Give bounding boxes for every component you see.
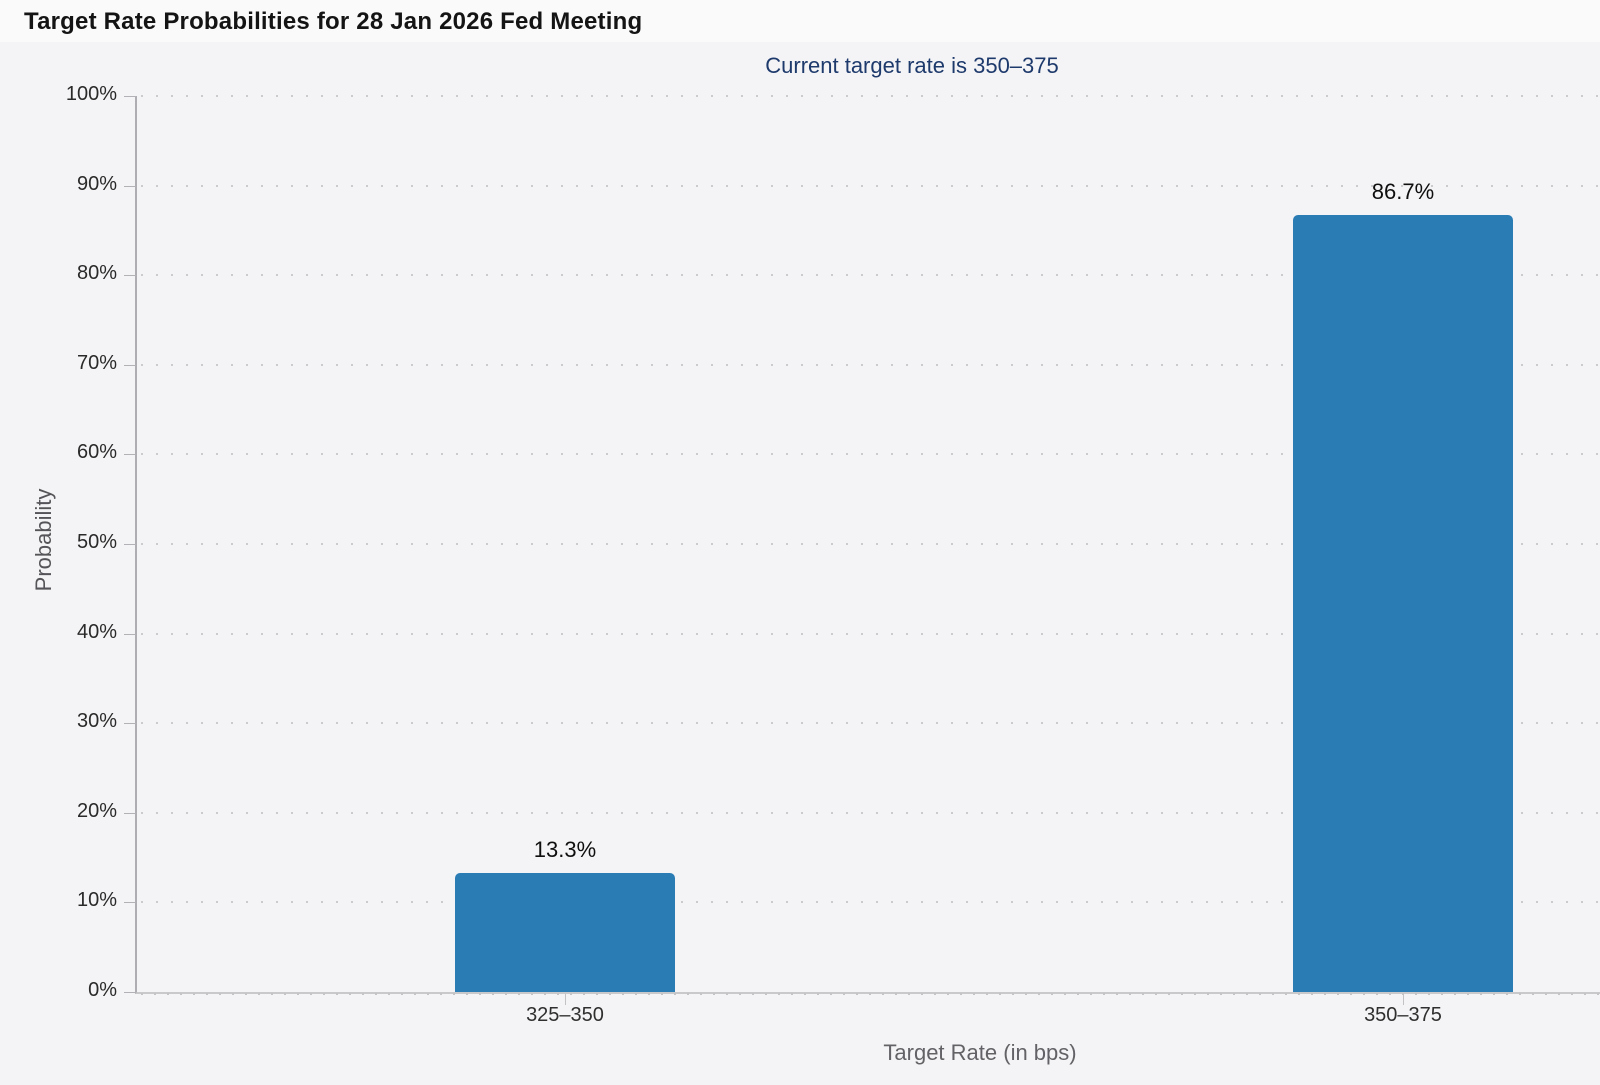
y-tick-label-20%: 20% — [76, 799, 117, 822]
y-tick-60% — [124, 454, 136, 456]
y-tick-30% — [124, 723, 136, 725]
gridline-60% — [141, 453, 1600, 456]
gridline-40% — [141, 632, 1600, 635]
x-category-label-325–350: 325–350 — [526, 1004, 604, 1026]
y-tick-label-80%: 80% — [76, 262, 117, 285]
title-strip — [0, 0, 1600, 42]
gridline-10% — [141, 901, 1600, 904]
y-tick-40% — [124, 633, 136, 635]
y-tick-label-50%: 50% — [76, 531, 117, 553]
gridline-30% — [141, 722, 1600, 725]
gridline-80% — [141, 274, 1600, 277]
y-tick-label-90%: 90% — [76, 172, 117, 195]
y-tick-80% — [124, 275, 136, 277]
y-tick-10% — [124, 902, 136, 904]
y-tick-label-100%: 100% — [65, 83, 117, 105]
x-axis-minor-dots — [141, 993, 1600, 995]
gridline-70% — [141, 363, 1600, 366]
gridline-90% — [141, 184, 1600, 187]
y-tick-label-10%: 10% — [76, 889, 117, 912]
bar-value-label-350–375: 86.7% — [1371, 179, 1435, 204]
x-tick-350–375 — [1403, 994, 1404, 1005]
bar-325–350[interactable] — [455, 873, 675, 992]
y-tick-90% — [124, 185, 136, 187]
y-tick-70% — [124, 364, 136, 366]
y-tick-20% — [124, 812, 136, 814]
y-tick-label-70%: 70% — [76, 351, 117, 374]
chart-title: Target Rate Probabilities for 28 Jan 202… — [24, 8, 643, 35]
x-axis-title: Target Rate (in bps) — [883, 1040, 1077, 1065]
y-axis-title: Probability — [31, 488, 56, 592]
gridline-20% — [141, 811, 1600, 814]
bar-350–375[interactable] — [1293, 215, 1513, 992]
y-tick-label-40%: 40% — [76, 620, 117, 643]
chart-subtitle: Current target rate is 350–375 — [765, 53, 1059, 78]
y-tick-label-0%: 0% — [88, 979, 117, 1001]
y-tick-100% — [124, 96, 136, 97]
y-tick-label-60%: 60% — [76, 441, 117, 464]
gridline-100% — [141, 95, 1600, 97]
y-tick-50% — [124, 544, 136, 545]
x-tick-325–350 — [565, 994, 566, 1005]
gridline-50% — [141, 543, 1600, 545]
x-category-label-350–375: 350–375 — [1364, 1004, 1442, 1026]
plot-area: 0% 10% 20% 30% 40% 50% 60% 70% 80% 90% 100% 13.3% 32… — [66, 83, 1600, 1026]
bar-value-label-325–350: 13.3% — [533, 837, 597, 862]
y-tick-label-30%: 30% — [76, 710, 117, 733]
y-tick-0% — [124, 992, 136, 993]
